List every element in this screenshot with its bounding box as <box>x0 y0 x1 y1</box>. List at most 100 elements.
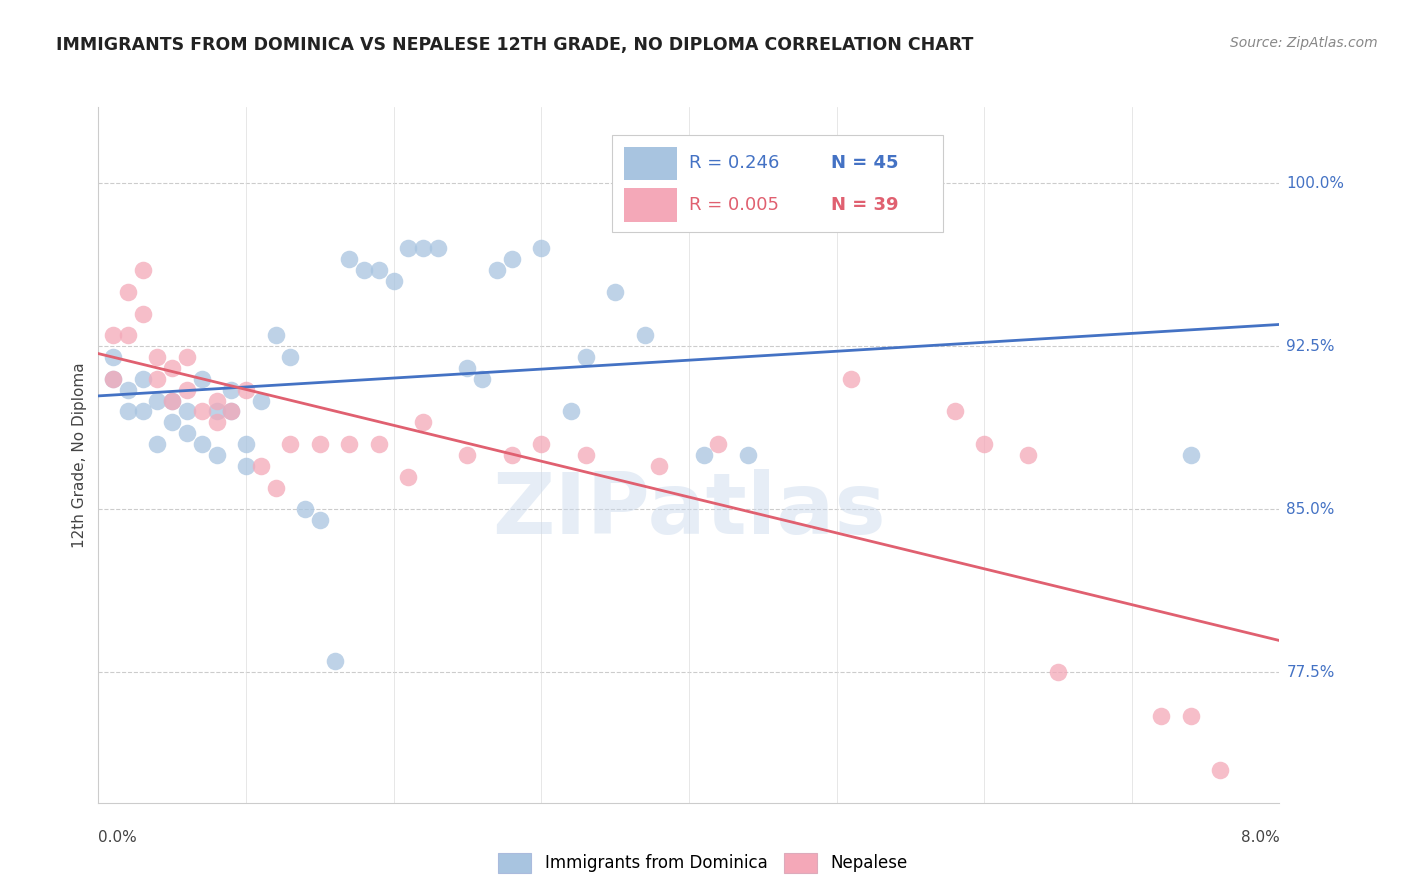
Point <box>117 285 139 299</box>
Point <box>176 404 198 418</box>
Point <box>219 404 242 418</box>
Point <box>530 241 553 255</box>
Point <box>426 241 449 255</box>
Point <box>146 372 169 386</box>
Point <box>278 350 301 364</box>
Point <box>117 404 139 418</box>
Point <box>943 404 966 418</box>
Point <box>560 404 582 418</box>
Point <box>367 263 389 277</box>
Point <box>146 437 169 451</box>
Point <box>146 350 169 364</box>
Point <box>205 393 228 408</box>
Point <box>162 415 183 429</box>
Point <box>396 469 419 483</box>
Y-axis label: 12th Grade, No Diploma: 12th Grade, No Diploma <box>72 362 87 548</box>
Point <box>219 383 242 397</box>
Point <box>176 350 198 364</box>
Text: 92.5%: 92.5% <box>1286 339 1334 354</box>
Point <box>530 437 553 451</box>
Point <box>205 415 228 429</box>
Text: 100.0%: 100.0% <box>1286 176 1344 191</box>
Point <box>707 437 730 451</box>
Text: 85.0%: 85.0% <box>1286 502 1334 516</box>
Text: IMMIGRANTS FROM DOMINICA VS NEPALESE 12TH GRADE, NO DIPLOMA CORRELATION CHART: IMMIGRANTS FROM DOMINICA VS NEPALESE 12T… <box>56 36 973 54</box>
Point <box>132 372 155 386</box>
Point <box>456 448 478 462</box>
Point <box>839 372 862 386</box>
Point <box>235 383 257 397</box>
Point <box>574 350 596 364</box>
Text: 77.5%: 77.5% <box>1286 665 1334 680</box>
Point <box>1180 448 1202 462</box>
Point <box>103 350 124 364</box>
Point <box>737 448 759 462</box>
Point <box>485 263 508 277</box>
Point <box>132 404 155 418</box>
Point <box>1209 763 1232 777</box>
Point <box>191 437 214 451</box>
Point <box>471 372 494 386</box>
Text: N = 39: N = 39 <box>831 196 898 214</box>
Text: R = 0.005: R = 0.005 <box>689 196 779 214</box>
Point <box>205 448 228 462</box>
Point <box>191 404 214 418</box>
Text: N = 45: N = 45 <box>831 154 898 172</box>
Point <box>162 393 183 408</box>
Point <box>308 513 332 527</box>
Text: 0.0%: 0.0% <box>98 830 138 845</box>
Point <box>693 448 716 462</box>
Point <box>205 404 228 418</box>
Text: R = 0.246: R = 0.246 <box>689 154 779 172</box>
Point <box>308 437 332 451</box>
Point <box>250 458 273 473</box>
Point <box>219 404 242 418</box>
Point <box>648 458 671 473</box>
Point <box>132 307 155 321</box>
Point <box>176 426 198 441</box>
Text: 8.0%: 8.0% <box>1240 830 1279 845</box>
Point <box>132 263 155 277</box>
Point <box>574 448 596 462</box>
Point <box>117 328 139 343</box>
Point <box>162 393 183 408</box>
Point <box>103 328 124 343</box>
Point <box>103 372 124 386</box>
Point <box>337 252 360 267</box>
Point <box>633 328 655 343</box>
Bar <box>624 146 678 180</box>
Point <box>1046 665 1069 680</box>
Point <box>501 448 523 462</box>
Point <box>1150 708 1173 723</box>
Point <box>501 252 523 267</box>
Point <box>176 383 198 397</box>
Legend: Immigrants from Dominica, Nepalese: Immigrants from Dominica, Nepalese <box>491 847 915 880</box>
Point <box>191 372 214 386</box>
Point <box>323 655 346 669</box>
Point <box>264 328 287 343</box>
Point <box>235 437 257 451</box>
Point <box>117 383 139 397</box>
Point <box>235 458 257 473</box>
Point <box>456 360 478 375</box>
Point <box>146 393 169 408</box>
Point <box>1180 708 1202 723</box>
Point <box>973 437 995 451</box>
Bar <box>624 188 678 222</box>
Point <box>382 274 405 288</box>
Text: ZIPatlas: ZIPatlas <box>492 469 886 552</box>
Point <box>396 241 419 255</box>
Point <box>250 393 273 408</box>
Point <box>412 241 434 255</box>
Point <box>278 437 301 451</box>
FancyBboxPatch shape <box>612 135 943 232</box>
Text: Source: ZipAtlas.com: Source: ZipAtlas.com <box>1230 36 1378 50</box>
Point <box>367 437 389 451</box>
Point <box>162 360 183 375</box>
Point <box>353 263 375 277</box>
Point <box>294 502 316 516</box>
Point <box>337 437 360 451</box>
Point <box>605 285 627 299</box>
Point <box>264 481 287 495</box>
Point <box>103 372 124 386</box>
